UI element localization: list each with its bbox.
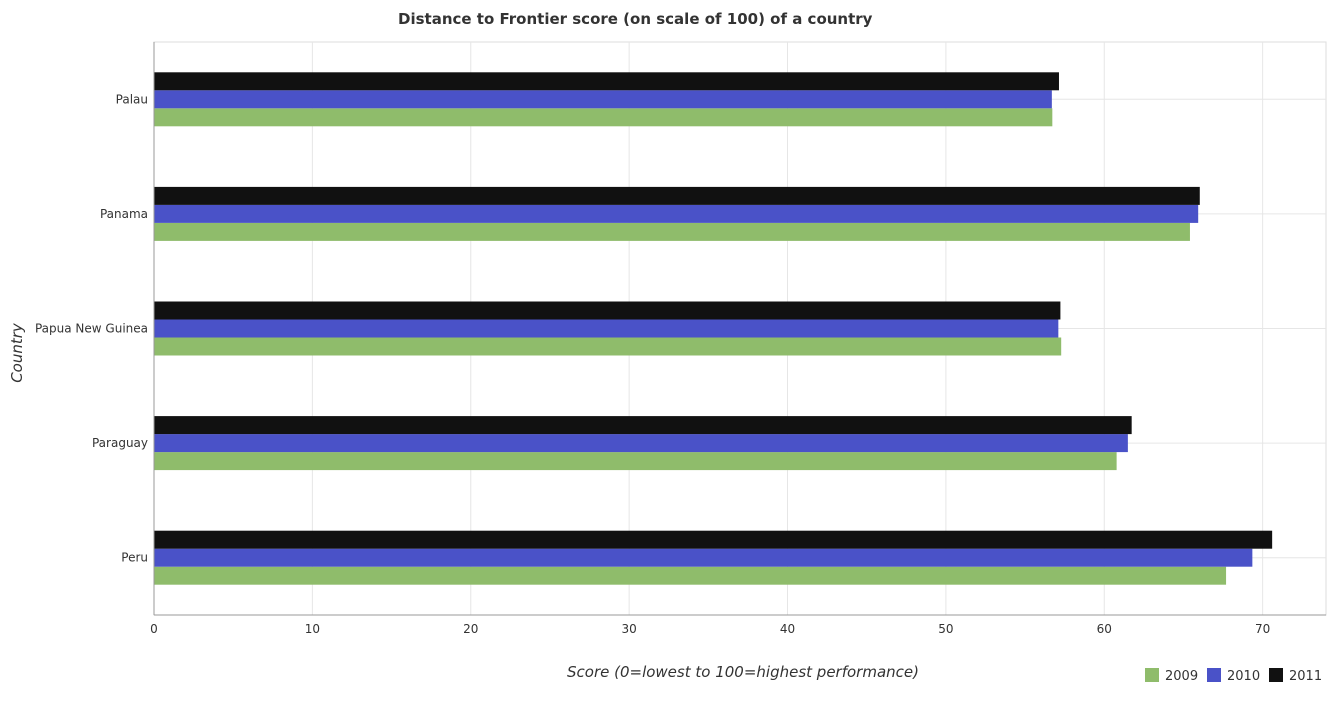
x-tick-label: 50 (938, 622, 953, 636)
x-tick-label: 10 (305, 622, 320, 636)
bars (154, 72, 1273, 585)
bar-2011 (154, 301, 1061, 320)
bar-2009 (154, 108, 1053, 127)
bar-2009 (154, 566, 1227, 585)
bar-2009 (154, 452, 1117, 471)
x-tick-label: 70 (1255, 622, 1270, 636)
y-tick-label: Panama (100, 207, 148, 221)
x-axis-label: Score (0=lowest to 100=highest performan… (567, 663, 919, 681)
legend: 2009 2010 2011 (1145, 668, 1322, 684)
legend-label-2009: 2009 (1165, 669, 1198, 684)
bar-2010 (154, 319, 1059, 338)
x-tick-label: 0 (150, 622, 158, 636)
y-tick-label: Palau (116, 92, 148, 106)
legend-swatch-2010 (1207, 668, 1221, 682)
bar-2011 (154, 416, 1132, 435)
x-tick-label: 40 (780, 622, 795, 636)
bar-2011 (154, 186, 1200, 205)
axes: 0 10 20 30 40 50 60 70 Palau Panama Papua New Guin… (35, 42, 1326, 636)
x-tick-label: 60 (1097, 622, 1112, 636)
y-axis-label: Country (8, 322, 26, 383)
bar-2011 (154, 530, 1273, 549)
bar-2010 (154, 434, 1128, 453)
chart-title: Distance to Frontier score (on scale of … (398, 10, 873, 28)
legend-swatch-2011 (1269, 668, 1283, 682)
bar-2010 (154, 90, 1052, 109)
legend-swatch-2009 (1145, 668, 1159, 682)
bar-2010 (154, 548, 1253, 567)
y-tick-label: Papua New Guinea (35, 322, 148, 336)
x-tick-label: 20 (463, 622, 478, 636)
legend-label-2011: 2011 (1289, 669, 1322, 684)
bar-2009 (154, 222, 1190, 241)
legend-label-2010: 2010 (1227, 669, 1260, 684)
bar-2010 (154, 204, 1199, 223)
y-tick-label: Paraguay (92, 436, 148, 450)
x-tick-label: 30 (621, 622, 636, 636)
bar-2009 (154, 337, 1062, 356)
y-tick-label: Peru (121, 551, 148, 565)
bar-2011 (154, 72, 1059, 91)
